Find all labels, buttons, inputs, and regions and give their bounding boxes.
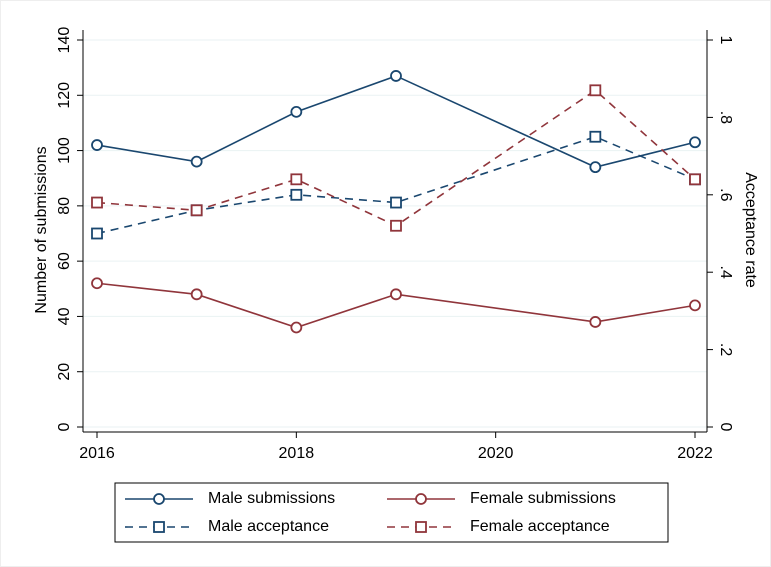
data-point bbox=[589, 161, 602, 174]
y-axis-title: Number of submissions bbox=[33, 146, 50, 313]
legend-marker bbox=[153, 521, 165, 533]
data-point bbox=[190, 204, 203, 217]
legend-box bbox=[114, 482, 669, 543]
data-point bbox=[290, 173, 303, 186]
data-point bbox=[290, 321, 303, 334]
data-point bbox=[91, 227, 103, 240]
y2-tick-label: .2 bbox=[717, 343, 734, 356]
legend-label: Male acceptance bbox=[208, 518, 329, 535]
y-tick-label: 100 bbox=[56, 137, 73, 164]
y-tick-label: 20 bbox=[56, 363, 73, 381]
data-point bbox=[290, 105, 303, 118]
data-point bbox=[589, 84, 602, 97]
data-point bbox=[689, 173, 701, 186]
y-tick-label: 80 bbox=[56, 197, 73, 215]
data-point bbox=[390, 196, 402, 209]
series-line bbox=[96, 282, 696, 329]
legend-marker bbox=[153, 493, 165, 505]
y2-tick-label: .4 bbox=[717, 266, 734, 279]
y-tick-label: 120 bbox=[56, 82, 73, 109]
data-point bbox=[390, 70, 402, 82]
x-tick-label: 2018 bbox=[279, 445, 315, 462]
legend-marker bbox=[415, 521, 427, 533]
legend-label: Female acceptance bbox=[470, 518, 610, 535]
series-line bbox=[96, 89, 696, 227]
series-line bbox=[96, 135, 696, 235]
x-tick-label: 2022 bbox=[677, 445, 713, 462]
y-tick-label: 60 bbox=[56, 252, 73, 270]
legend-label: Male submissions bbox=[208, 490, 335, 507]
data-point bbox=[390, 288, 402, 301]
data-point bbox=[290, 188, 303, 201]
data-point bbox=[91, 277, 103, 290]
data-point bbox=[589, 130, 602, 143]
y2-tick-label: 0 bbox=[717, 423, 734, 432]
data-point bbox=[689, 136, 701, 149]
data-point bbox=[91, 139, 103, 151]
data-point bbox=[190, 155, 203, 168]
x-tick-label: 2016 bbox=[79, 445, 115, 462]
data-point bbox=[689, 299, 701, 312]
y2-axis-title: Acceptance rate bbox=[742, 172, 759, 288]
data-point bbox=[190, 288, 203, 301]
y2-tick-label: .8 bbox=[717, 111, 734, 124]
y-tick-label: 0 bbox=[56, 422, 73, 431]
data-point bbox=[589, 316, 602, 328]
y2-tick-label: .6 bbox=[717, 188, 734, 201]
legend-label: Female submissions bbox=[470, 490, 616, 507]
y-tick-label: 140 bbox=[56, 27, 73, 54]
legend-marker bbox=[415, 493, 427, 505]
data-point bbox=[390, 219, 402, 232]
data-point bbox=[91, 196, 103, 209]
series-line bbox=[96, 75, 696, 169]
y2-tick-label: 1 bbox=[717, 36, 734, 45]
y-tick-label: 40 bbox=[56, 307, 73, 325]
x-tick-label: 2020 bbox=[478, 445, 514, 462]
